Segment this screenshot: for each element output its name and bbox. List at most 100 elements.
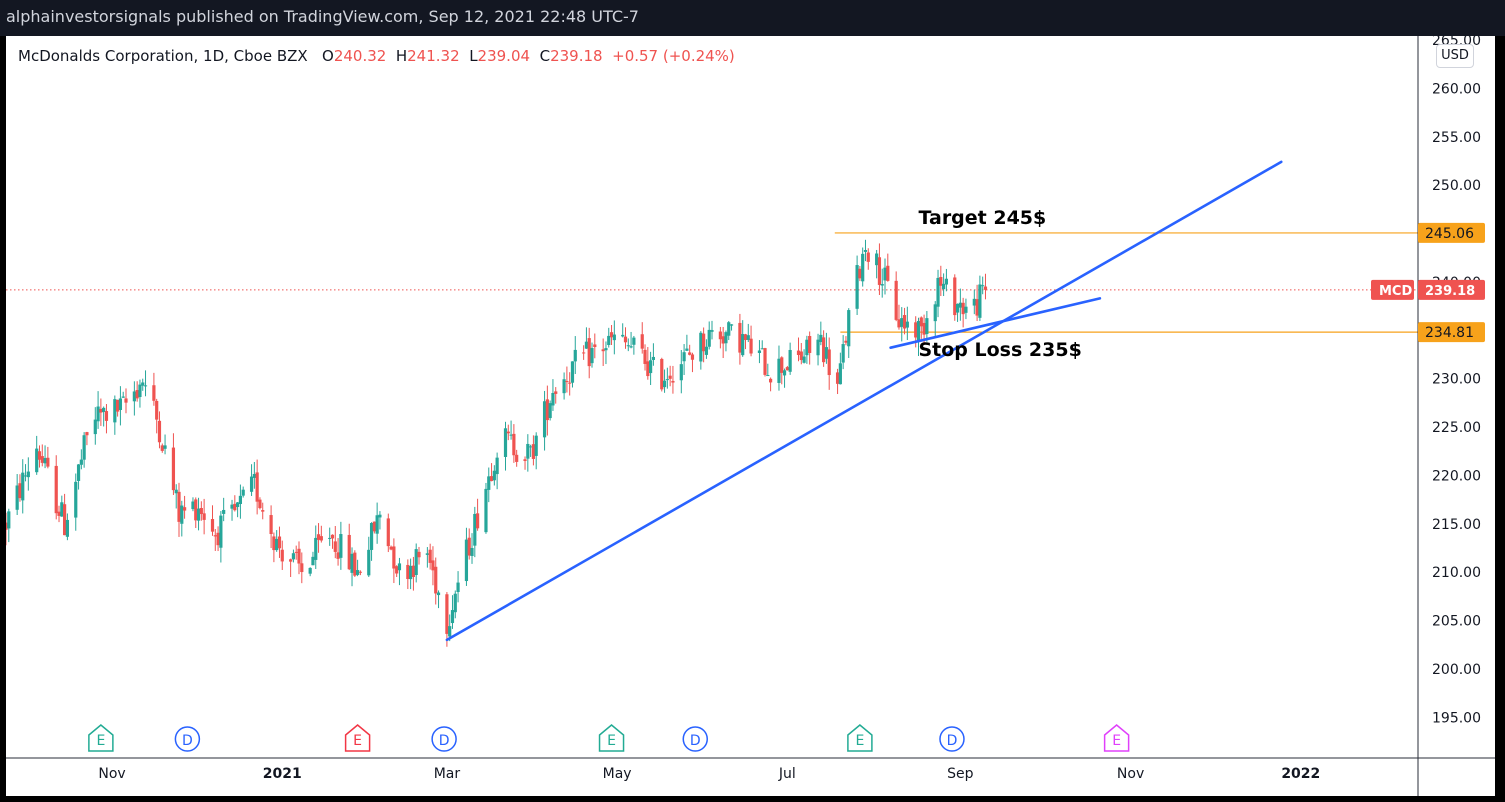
candle	[844, 336, 848, 346]
candle	[96, 391, 100, 429]
candle	[372, 521, 376, 534]
candle	[883, 258, 887, 295]
earnings-marker[interactable]: E	[1103, 724, 1130, 752]
candle	[54, 455, 58, 520]
candle	[487, 467, 491, 503]
candle	[7, 508, 11, 543]
candle	[604, 341, 608, 365]
trendlines[interactable]	[445, 160, 1283, 642]
candle	[838, 352, 842, 385]
candle	[141, 378, 145, 391]
candle	[900, 307, 904, 342]
price-tick-label: 255.00	[1432, 130, 1481, 146]
candle	[746, 323, 750, 343]
chart-frame[interactable]: Target 245$ Stop Loss 235$ E D E D E D E D E 195.…	[6, 36, 1495, 796]
candle	[763, 347, 767, 377]
candle	[621, 323, 625, 338]
candle	[690, 352, 695, 373]
candle	[26, 457, 30, 491]
candle	[545, 385, 549, 436]
candle	[955, 303, 960, 322]
time-axis[interactable]: Nov 2021 Mar May Jul Sep Nov 2022	[98, 766, 1320, 782]
event-letter: E	[353, 733, 362, 749]
dividend-marker[interactable]: D	[939, 726, 965, 752]
candle	[905, 306, 909, 341]
trendline[interactable]	[889, 297, 1102, 349]
candle	[43, 445, 47, 469]
level-price-label: 245.06	[1425, 226, 1474, 242]
price-axis[interactable]: 195.00 200.00 205.00 210.00 215.00 220.00 225.…	[1432, 36, 1481, 726]
candle	[782, 368, 787, 388]
candle	[484, 482, 488, 534]
candle	[523, 456, 527, 470]
candle	[780, 356, 784, 385]
candle	[972, 289, 976, 315]
candle	[230, 499, 234, 521]
candle	[124, 388, 128, 414]
symbol-tag-label: MCD	[1379, 284, 1412, 299]
candle	[163, 434, 167, 455]
candle	[749, 325, 753, 357]
candle	[174, 484, 178, 509]
candle	[414, 543, 418, 583]
candle	[143, 370, 148, 397]
price-chart[interactable]: Target 245$ Stop Loss 235$ E D E D E D E D E 195.…	[6, 36, 1495, 796]
candle	[816, 333, 820, 366]
candle	[434, 557, 438, 605]
candle	[453, 590, 457, 619]
candle	[350, 547, 354, 587]
horizontal-levels[interactable]	[834, 232, 1418, 333]
candle	[877, 243, 882, 296]
candle	[515, 449, 519, 467]
open-label: O	[322, 47, 334, 65]
candle	[21, 459, 25, 514]
candle	[180, 500, 184, 537]
candle	[79, 449, 83, 470]
candle	[428, 543, 432, 570]
candle	[249, 464, 254, 496]
candle	[157, 411, 162, 449]
candle	[473, 506, 477, 558]
candle	[551, 379, 555, 411]
stop-loss-annotation[interactable]: Stop Loss 235$	[918, 339, 1081, 361]
candle	[777, 345, 781, 391]
candle	[445, 592, 449, 647]
candle	[662, 369, 667, 393]
candle	[665, 367, 669, 389]
earnings-marker[interactable]: E	[847, 724, 873, 752]
candle	[311, 551, 315, 566]
candle	[727, 321, 731, 341]
candle	[93, 407, 97, 445]
price-tick-label: 215.00	[1432, 517, 1481, 533]
candle	[411, 556, 416, 591]
candle	[802, 349, 806, 364]
trendline[interactable]	[445, 160, 1283, 642]
earnings-marker[interactable]: E	[88, 724, 114, 752]
candle	[601, 338, 605, 366]
candle	[475, 498, 480, 531]
target-annotation[interactable]: Target 245$	[918, 207, 1046, 229]
price-tick-label: 205.00	[1432, 614, 1481, 630]
candle	[584, 327, 589, 349]
candle	[252, 461, 256, 489]
dividend-marker[interactable]: D	[174, 726, 201, 752]
time-tick-label: Nov	[1117, 766, 1144, 782]
candle	[509, 420, 513, 440]
candle	[60, 495, 64, 517]
candle	[336, 538, 340, 566]
candle	[18, 474, 22, 502]
earnings-marker[interactable]: E	[598, 724, 625, 752]
candle	[660, 357, 664, 392]
dividend-marker[interactable]: D	[682, 726, 709, 752]
candle	[291, 549, 296, 563]
candle	[640, 322, 644, 354]
annotations[interactable]: Target 245$ Stop Loss 235$	[918, 207, 1081, 361]
candle	[82, 432, 86, 468]
candle	[74, 473, 78, 531]
candle	[548, 400, 552, 421]
dividend-marker[interactable]: D	[431, 726, 457, 752]
earnings-marker[interactable]: E	[344, 724, 371, 752]
currency-button[interactable]: USD	[1436, 44, 1474, 68]
candle	[626, 338, 630, 352]
